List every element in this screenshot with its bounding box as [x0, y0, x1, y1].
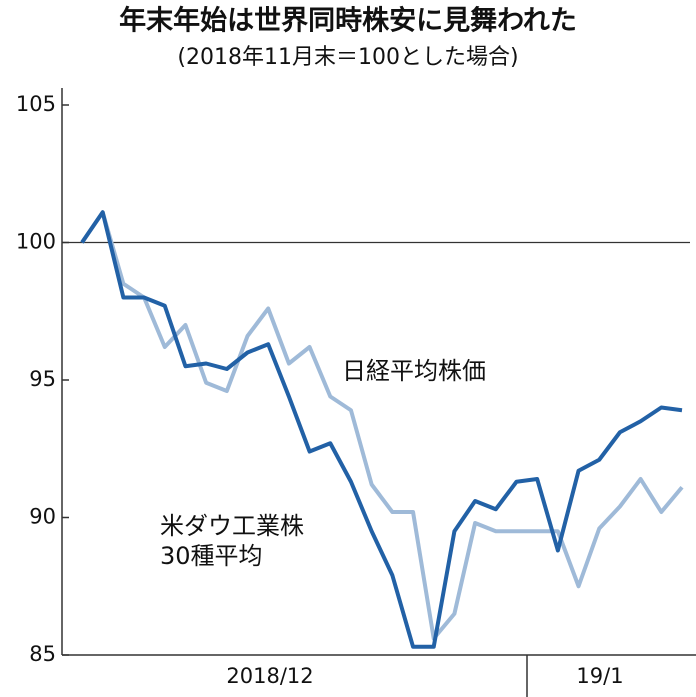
y-tick-label: 90: [29, 505, 56, 529]
series-label-line: 米ダウ工業株: [160, 512, 304, 540]
series-label-line: 30種平均: [160, 542, 263, 570]
series-line: [80, 210, 684, 641]
series-line: [80, 210, 683, 649]
chart-title: 年末年始は世界同時株安に見舞われた: [119, 5, 577, 37]
series-label: 日経平均株価: [342, 357, 486, 385]
y-tick-label: 95: [29, 367, 56, 391]
y-tick-label: 100: [16, 230, 56, 254]
chart-subtitle: (2018年11月末＝100とした場合): [177, 45, 518, 70]
y-tick-label: 105: [16, 92, 56, 116]
y-tick-label: 85: [29, 642, 56, 666]
x-group-label: 19/1: [576, 664, 623, 688]
x-group-label: 2018/12: [226, 664, 313, 688]
series-label: 米ダウ工業株 30種平均: [160, 512, 304, 570]
